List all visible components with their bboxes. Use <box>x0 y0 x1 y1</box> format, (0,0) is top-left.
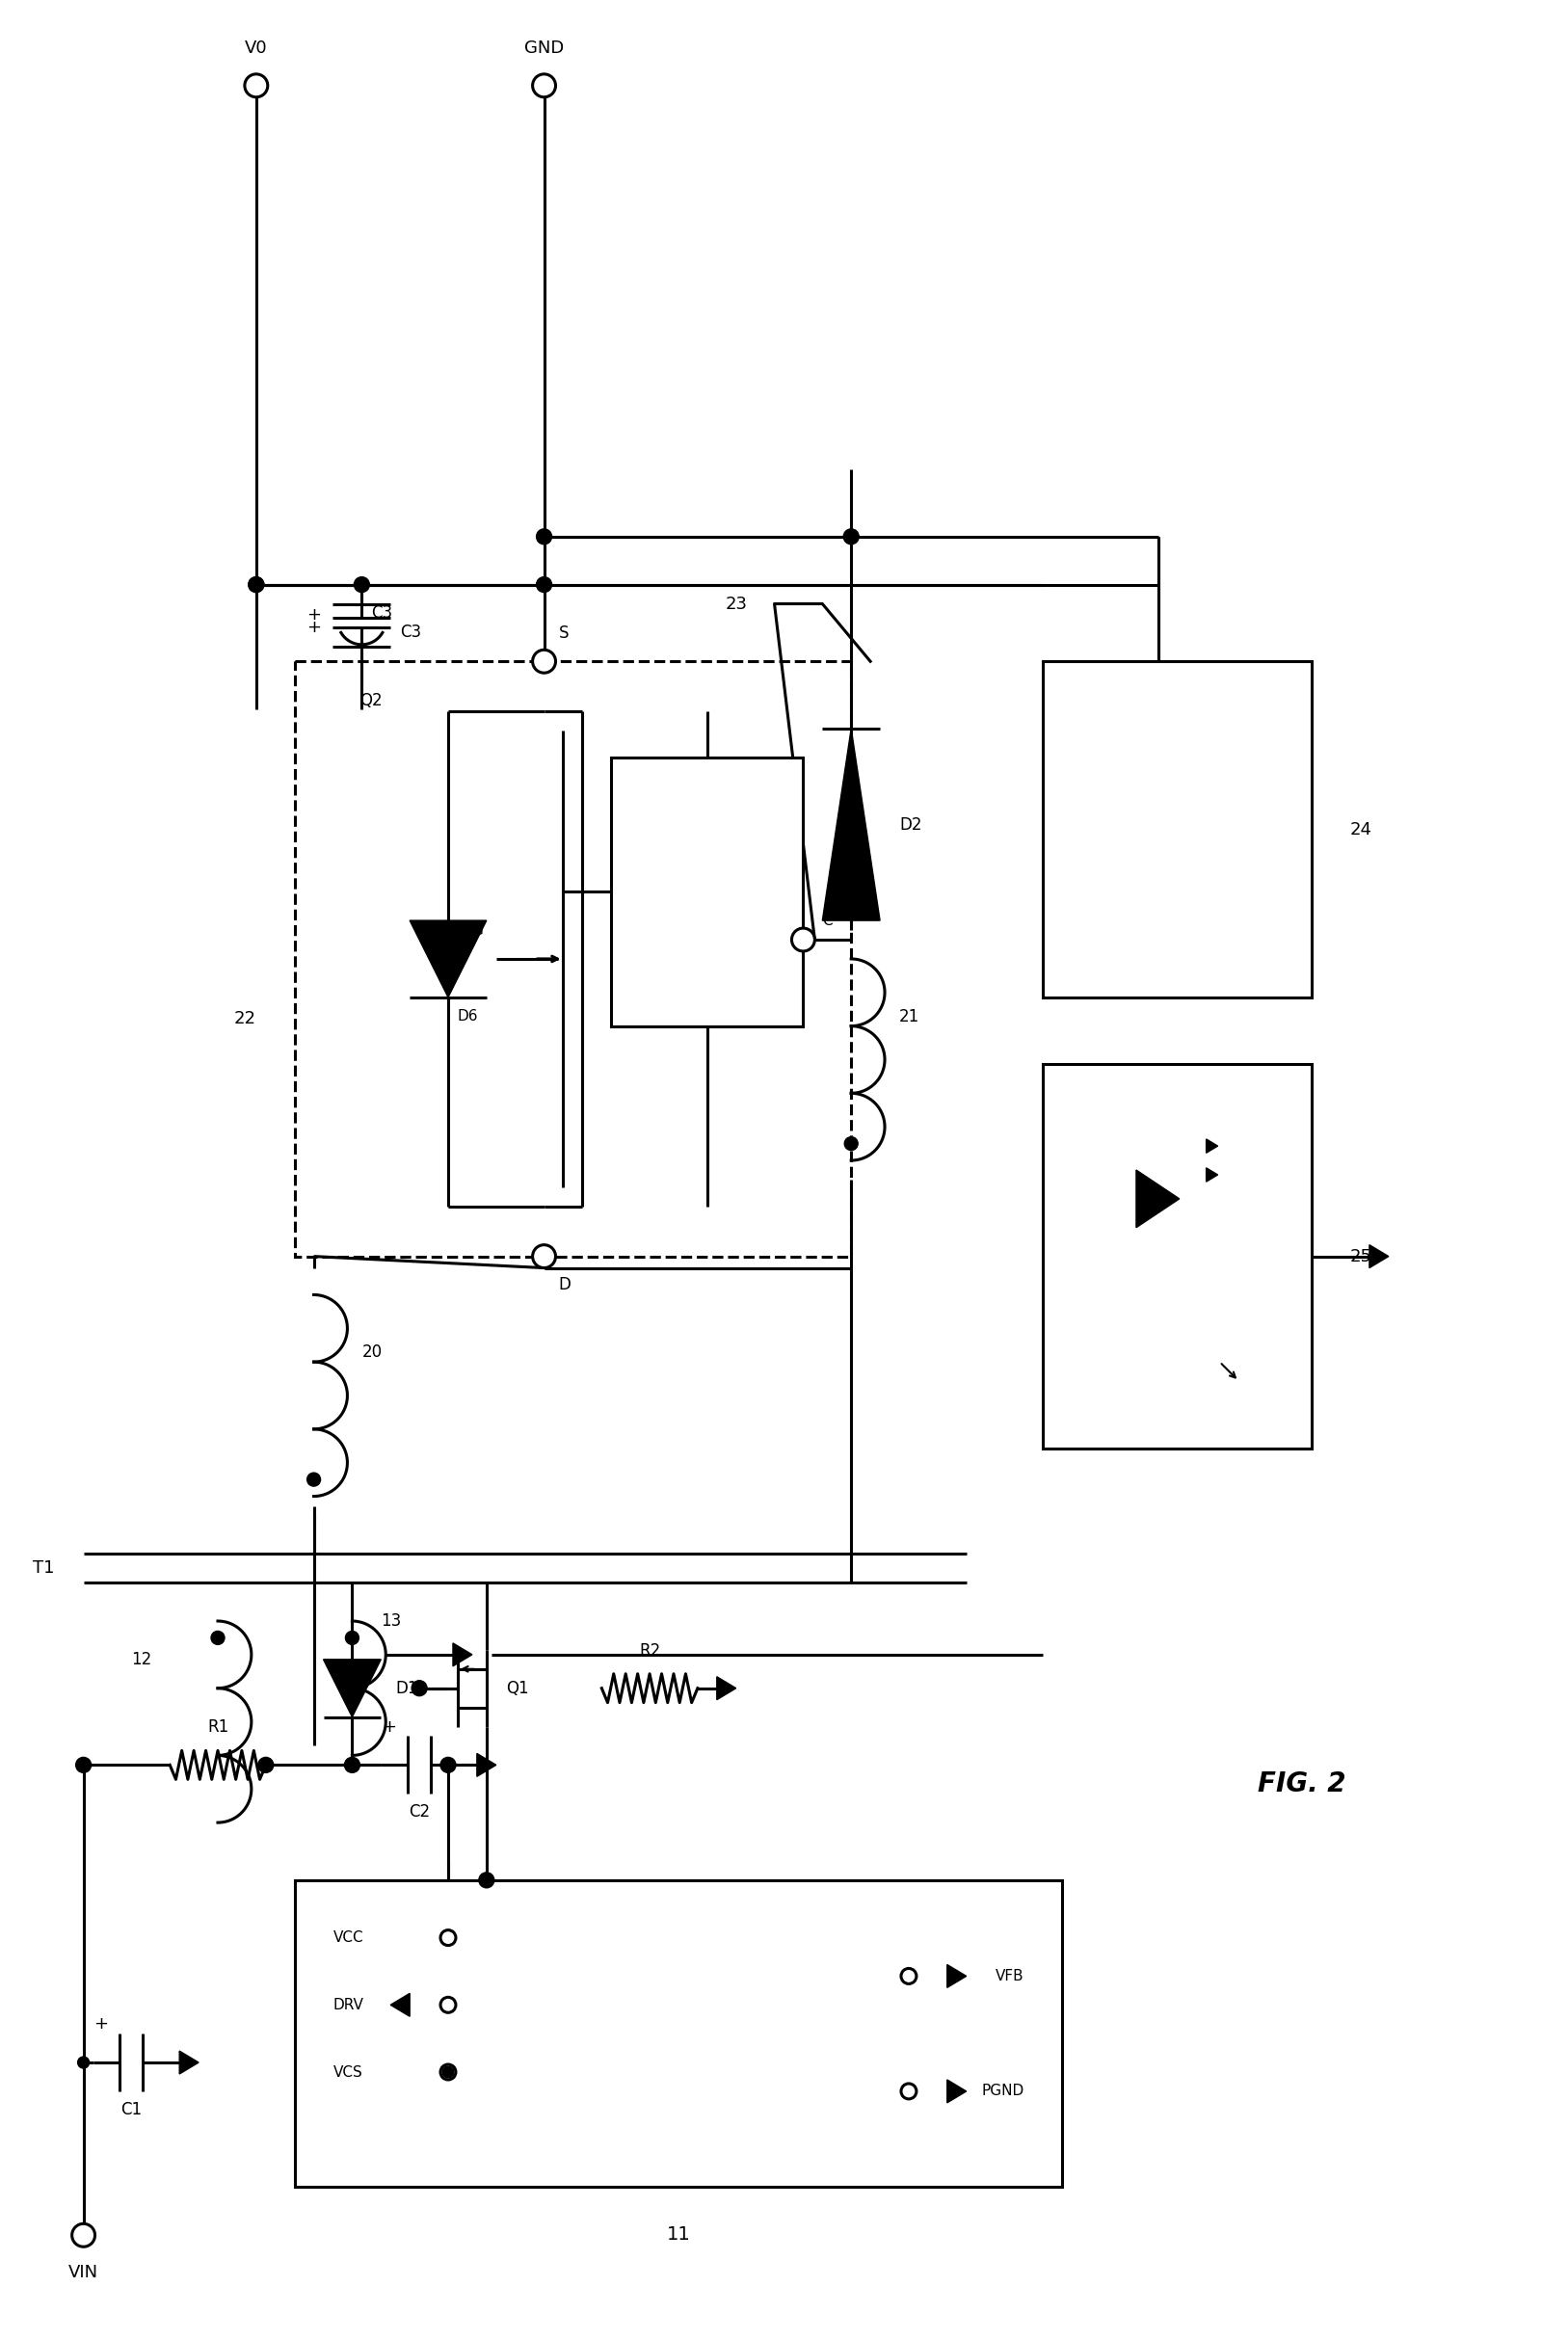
Polygon shape <box>822 728 880 920</box>
Circle shape <box>441 2064 456 2080</box>
Circle shape <box>307 1472 320 1486</box>
Polygon shape <box>1137 1170 1179 1228</box>
Text: R1: R1 <box>207 1720 229 1736</box>
Circle shape <box>478 1872 494 1888</box>
Text: 22: 22 <box>234 1009 256 1027</box>
Text: T1: T1 <box>33 1558 55 1577</box>
Polygon shape <box>947 2080 966 2104</box>
Text: C1: C1 <box>121 2101 143 2118</box>
Circle shape <box>248 578 263 592</box>
Text: Q2: Q2 <box>361 693 383 709</box>
Circle shape <box>536 578 552 592</box>
Text: D2: D2 <box>898 817 922 833</box>
Circle shape <box>75 1757 91 1774</box>
Circle shape <box>78 2057 89 2069</box>
Circle shape <box>902 2083 916 2099</box>
Text: VFB: VFB <box>996 1968 1024 1984</box>
Circle shape <box>844 529 859 545</box>
Text: 11: 11 <box>666 2225 690 2244</box>
Polygon shape <box>390 1994 409 2017</box>
Circle shape <box>442 2066 453 2078</box>
Circle shape <box>533 1245 555 1268</box>
Text: C2: C2 <box>409 1804 430 1821</box>
Circle shape <box>792 929 815 950</box>
Text: VIN: VIN <box>69 2265 99 2282</box>
Polygon shape <box>477 1753 495 1776</box>
Text: G: G <box>472 922 483 938</box>
Circle shape <box>441 1998 456 2012</box>
Circle shape <box>845 1137 858 1151</box>
Text: 12: 12 <box>130 1650 151 1668</box>
Text: R2: R2 <box>638 1643 660 1659</box>
Polygon shape <box>1206 1168 1218 1182</box>
Text: V0: V0 <box>245 40 268 56</box>
Text: DRV: DRV <box>332 1998 364 2012</box>
Polygon shape <box>947 1966 966 1987</box>
Polygon shape <box>1369 1245 1389 1268</box>
Circle shape <box>259 1757 273 1774</box>
Circle shape <box>72 2223 96 2246</box>
Polygon shape <box>1206 1140 1218 1154</box>
Polygon shape <box>453 1643 472 1666</box>
Text: +: + <box>381 1718 395 1736</box>
Bar <box>1043 1065 1312 1448</box>
Circle shape <box>412 1680 426 1696</box>
Text: 20: 20 <box>362 1343 383 1362</box>
Circle shape <box>441 1757 456 1774</box>
Bar <box>295 662 851 1257</box>
Circle shape <box>354 578 370 592</box>
Bar <box>612 758 803 1025</box>
Circle shape <box>245 75 268 96</box>
Circle shape <box>345 1631 359 1645</box>
Text: 24: 24 <box>1350 821 1372 838</box>
Text: D1: D1 <box>395 1680 419 1696</box>
Text: S: S <box>558 625 569 641</box>
Circle shape <box>902 1968 916 1984</box>
Circle shape <box>536 529 552 545</box>
Polygon shape <box>717 1678 735 1699</box>
Text: C3: C3 <box>372 604 392 622</box>
Text: 23: 23 <box>724 594 746 613</box>
Text: C: C <box>822 913 833 927</box>
Text: +: + <box>307 620 321 636</box>
Circle shape <box>248 578 263 592</box>
Text: GND: GND <box>524 40 564 56</box>
Text: VCS: VCS <box>332 2064 362 2080</box>
Circle shape <box>212 1631 224 1645</box>
Text: C3: C3 <box>400 625 422 641</box>
Text: VCC: VCC <box>332 1930 364 1945</box>
Text: PGND: PGND <box>982 2085 1024 2099</box>
Circle shape <box>345 1757 359 1774</box>
Text: +: + <box>94 2015 108 2033</box>
Circle shape <box>441 1930 456 1945</box>
Text: 13: 13 <box>381 1612 401 1629</box>
Text: 25: 25 <box>1350 1247 1372 1266</box>
Text: D: D <box>558 1275 571 1294</box>
Circle shape <box>533 651 555 674</box>
Text: Q1: Q1 <box>506 1680 528 1696</box>
Circle shape <box>533 75 555 96</box>
Bar <box>295 1879 1062 2188</box>
Text: +: + <box>307 606 321 625</box>
Polygon shape <box>179 2050 199 2073</box>
Polygon shape <box>323 1659 381 1718</box>
Text: FIG. 2: FIG. 2 <box>1258 1771 1347 1797</box>
Text: 21: 21 <box>898 1009 920 1025</box>
Text: D6: D6 <box>458 1009 478 1023</box>
Bar <box>1043 662 1312 997</box>
Polygon shape <box>409 920 486 997</box>
